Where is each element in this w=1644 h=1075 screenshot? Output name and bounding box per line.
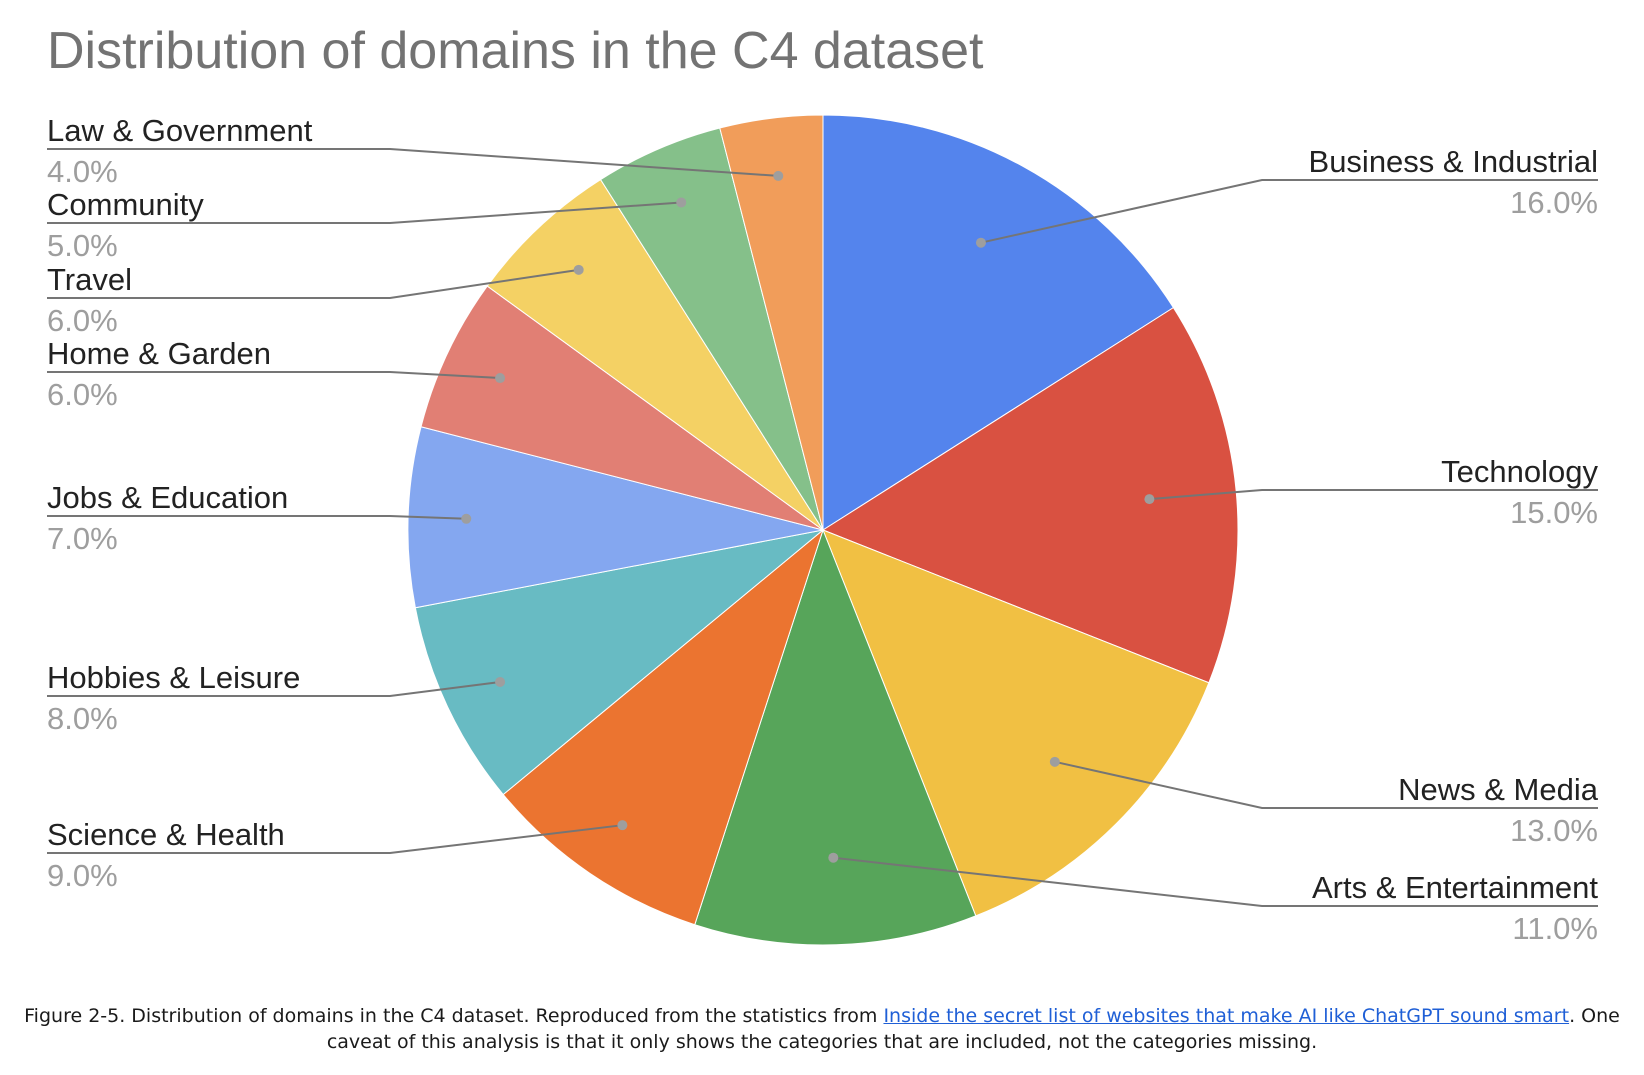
leader-dot-business-and-industrial	[975, 237, 986, 248]
leader-dot-community	[676, 197, 687, 208]
leader-dot-news-and-media	[1049, 756, 1060, 767]
label-technology: Technology	[1441, 454, 1598, 489]
slice-technology	[821, 306, 1239, 684]
slice-home-and-garden	[420, 285, 824, 531]
leader-line-jobs-and-education	[47, 515, 467, 520]
value-label-arts-and-entertainment: 11.0%	[1512, 911, 1598, 946]
value-label-hobbies-and-leisure: 8.0%	[47, 701, 118, 736]
slice-arts-and-entertainment	[694, 528, 977, 946]
leader-line-community	[47, 201, 682, 224]
value-label-jobs-and-education: 7.0%	[47, 521, 118, 556]
leader-line-law-and-government	[47, 148, 779, 177]
value-label-news-and-media: 13.0%	[1510, 813, 1598, 848]
pie-chart: Distribution of domains in the C4 datase…	[47, 22, 1599, 946]
label-community: Community	[47, 187, 204, 222]
leader-dot-travel	[573, 264, 584, 275]
leader-line-business-and-industrial	[980, 179, 1598, 244]
label-travel: Travel	[47, 262, 132, 297]
label-law-and-government: Law & Government	[47, 113, 313, 148]
slice-labels: Business & Industrial 16.0% Technology 15.0…	[47, 113, 1599, 946]
caption-prefix: Figure 2-5. Distribution of domains in t…	[24, 1005, 884, 1027]
slice-travel	[486, 178, 824, 531]
leader-line-news-and-media	[1054, 760, 1598, 809]
leader-line-travel	[47, 268, 579, 299]
value-label-travel: 6.0%	[47, 303, 118, 338]
value-label-law-and-government: 4.0%	[47, 154, 118, 189]
leader-line-hobbies-and-leisure	[47, 680, 501, 697]
leader-dot-law-and-government	[773, 170, 784, 181]
label-jobs-and-education: Jobs & Education	[47, 480, 288, 515]
figure-caption: Figure 2-5. Distribution of domains in t…	[0, 1003, 1644, 1055]
leader-line-science-and-health	[47, 824, 623, 854]
leader-dot-jobs-and-education	[461, 513, 472, 524]
slice-hobbies-and-leisure	[414, 529, 824, 796]
label-science-and-health: Science & Health	[47, 817, 285, 852]
chart-title: Distribution of domains in the C4 datase…	[47, 22, 984, 80]
slice-news-and-media	[822, 529, 1210, 917]
leader-dot-arts-and-entertainment	[828, 852, 839, 863]
leader-line-home-and-garden	[47, 371, 501, 380]
label-hobbies-and-leisure: Hobbies & Leisure	[47, 660, 300, 695]
leader-dot-technology	[1144, 494, 1155, 505]
slice-science-and-health	[502, 528, 825, 926]
value-label-science-and-health: 9.0%	[47, 858, 118, 893]
slice-law-and-government	[719, 114, 824, 531]
label-home-and-garden: Home & Garden	[47, 336, 271, 371]
source-link[interactable]: Inside the secret list of websites that …	[883, 1005, 1570, 1027]
pie-slices	[407, 114, 1239, 946]
leader-line-technology	[1149, 489, 1598, 501]
value-label-technology: 15.0%	[1510, 495, 1598, 530]
leader-dot-hobbies-and-leisure	[495, 676, 506, 687]
label-arts-and-entertainment: Arts & Entertainment	[1312, 870, 1598, 905]
value-label-home-and-garden: 6.0%	[47, 377, 118, 412]
leader-dot-science-and-health	[617, 820, 628, 831]
value-label-community: 5.0%	[47, 228, 118, 263]
caption-suffix: . One caveat of this analysis is that it…	[326, 1005, 1620, 1053]
value-label-business-and-industrial: 16.0%	[1510, 185, 1598, 220]
label-business-and-industrial: Business & Industrial	[1309, 144, 1598, 179]
leader-dot-home-and-garden	[495, 373, 506, 384]
label-news-and-media: News & Media	[1398, 772, 1599, 807]
leader-line-arts-and-entertainment	[833, 856, 1598, 907]
